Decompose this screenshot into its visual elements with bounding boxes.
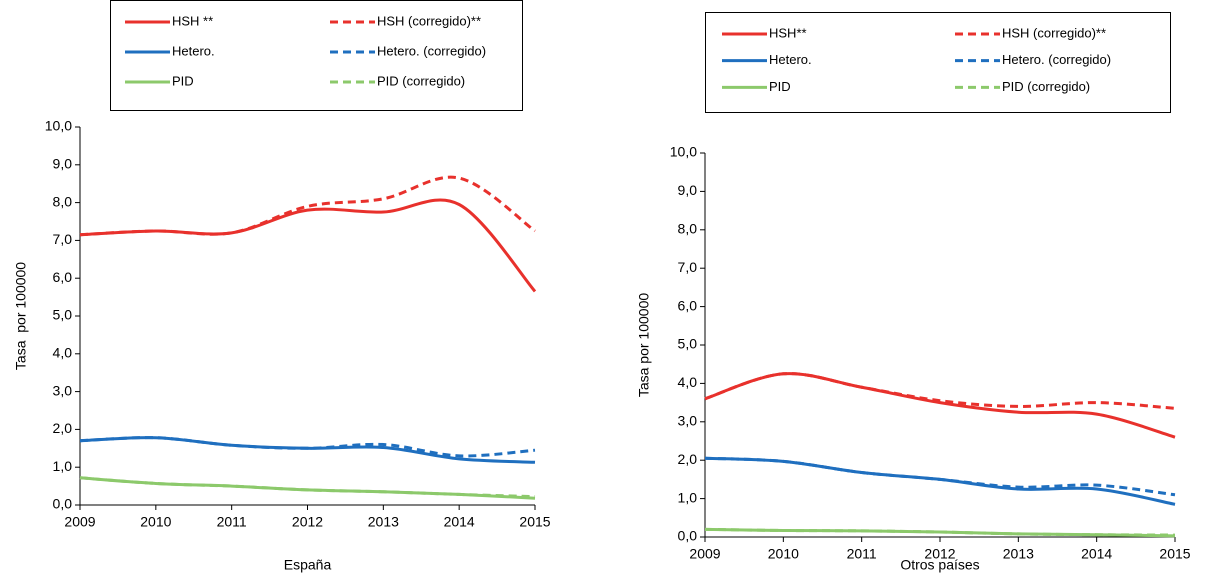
legend-box	[110, 0, 523, 111]
legend-label: Hetero. (corregido)	[1002, 52, 1111, 67]
legend-label: Hetero.	[172, 43, 215, 58]
x-tick-label: 2011	[217, 514, 247, 530]
legend-label: HSH (corregido)**	[377, 13, 481, 28]
series-line	[704, 456, 1176, 497]
series-line	[79, 476, 536, 500]
series-line	[704, 372, 1176, 410]
x-axis-title: Otros países	[900, 557, 979, 573]
y-tick-label: 0,0	[678, 528, 698, 544]
x-tick-label: 2010	[768, 546, 799, 562]
legend-label: HSH (corregido)**	[1002, 25, 1106, 40]
chart: HSH ** HSH (corregido)** Hetero. Hetero. (c…	[13, 0, 551, 573]
legend: HSH** HSH (corregido)** Hetero. Hetero. (co…	[722, 25, 1111, 94]
y-tick-label: 7,0	[53, 231, 73, 247]
y-tick-label: 1,0	[678, 489, 698, 505]
y-tick-label: 2,0	[53, 420, 73, 436]
y-tick-label: 1,0	[53, 458, 73, 474]
series-line	[704, 527, 1176, 537]
y-tick-label: 8,0	[678, 221, 698, 237]
series-line	[704, 372, 1176, 439]
y-tick-label: 6,0	[678, 297, 698, 313]
series-line	[79, 436, 536, 464]
y-tick-label: 9,0	[53, 156, 73, 172]
y-tick-label: 4,0	[678, 374, 698, 390]
x-tick-label: 2010	[140, 514, 171, 530]
x-axis-title: España	[284, 557, 332, 573]
series-line	[79, 198, 537, 293]
x-tick-label: 2009	[689, 546, 720, 562]
y-axis-title: Tasa por 100000	[13, 262, 29, 370]
legend: HSH ** HSH (corregido)** Hetero. Hetero. (c…	[125, 13, 486, 88]
y-tick-label: 4,0	[53, 345, 73, 361]
x-tick-label: 2014	[1081, 546, 1112, 562]
chart: HSH** HSH (corregido)** Hetero. Hetero. (co…	[636, 12, 1191, 573]
x-tick-label: 2015	[519, 514, 550, 530]
series-line	[79, 175, 536, 237]
legend-label: PID	[769, 79, 791, 94]
series-line	[79, 476, 536, 499]
y-tick-label: 10,0	[45, 118, 72, 134]
x-tick-label: 2011	[847, 546, 877, 562]
series-line	[79, 436, 536, 458]
x-tick-label: 2012	[292, 514, 323, 530]
y-tick-label: 5,0	[53, 307, 73, 323]
legend-box	[705, 12, 1171, 113]
y-axis-title: Tasa por 100000	[636, 293, 652, 398]
legend-label: Hetero. (corregido)	[377, 43, 486, 58]
y-tick-label: 6,0	[53, 269, 73, 285]
x-tick-label: 2013	[1003, 546, 1034, 562]
series-line	[704, 456, 1176, 506]
legend-label: PID	[172, 73, 194, 88]
legend-label: PID (corregido)	[1002, 79, 1090, 94]
y-tick-label: 8,0	[53, 193, 73, 209]
x-tick-label: 2014	[444, 514, 475, 530]
y-tick-label: 5,0	[678, 336, 698, 352]
legend-label: PID (corregido)	[377, 73, 465, 88]
y-tick-label: 3,0	[53, 382, 73, 398]
y-tick-label: 3,0	[678, 413, 698, 429]
legend-label: Hetero.	[769, 52, 812, 67]
y-tick-label: 2,0	[678, 451, 698, 467]
y-tick-label: 10,0	[670, 144, 697, 160]
legend-label: HSH **	[172, 13, 213, 28]
legend-label: HSH**	[769, 25, 807, 40]
x-tick-label: 2013	[368, 514, 399, 530]
x-tick-label: 2015	[1159, 546, 1190, 562]
y-tick-label: 9,0	[678, 182, 698, 198]
y-tick-label: 0,0	[53, 496, 73, 512]
y-tick-label: 7,0	[678, 259, 698, 275]
x-tick-label: 2009	[64, 514, 95, 530]
x-tick-label: 2012	[924, 546, 955, 562]
